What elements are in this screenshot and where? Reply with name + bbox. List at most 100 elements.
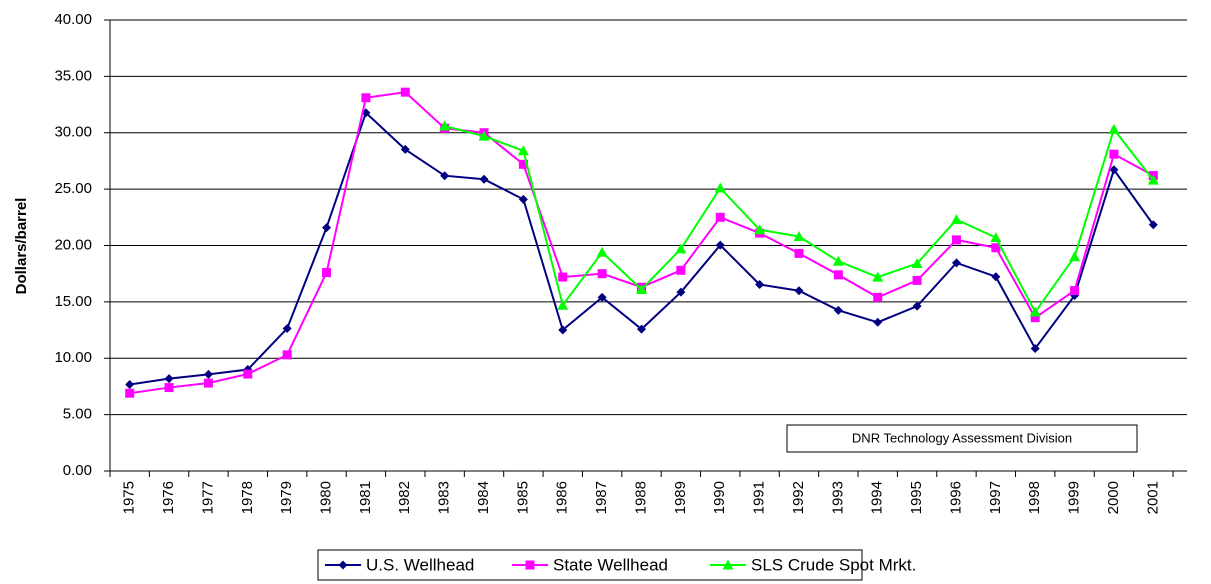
marker: [636, 283, 647, 294]
y-tick-label: 35.00: [54, 67, 92, 84]
marker: [950, 214, 962, 225]
marker: [125, 380, 135, 390]
marker: [873, 292, 883, 302]
x-tick-label: 2001: [1144, 481, 1161, 514]
marker: [282, 323, 292, 333]
x-tick-label: 2000: [1105, 481, 1122, 514]
marker: [794, 286, 804, 296]
marker: [715, 212, 725, 222]
marker: [951, 258, 961, 268]
x-tick-label: 1979: [278, 481, 295, 514]
marker: [243, 369, 253, 379]
marker: [525, 560, 535, 570]
marker: [478, 130, 490, 141]
marker: [1109, 165, 1119, 175]
marker: [1030, 343, 1040, 353]
marker: [440, 171, 450, 181]
marker: [400, 87, 410, 97]
marker: [793, 230, 805, 241]
marker: [400, 144, 410, 154]
marker: [596, 246, 608, 257]
x-tick-label: 1980: [318, 481, 335, 514]
marker: [1029, 306, 1041, 317]
marker: [518, 194, 528, 204]
y-tick-label: 15.00: [54, 293, 92, 310]
marker: [912, 301, 922, 311]
marker: [338, 560, 348, 570]
x-tick-label: 1987: [593, 481, 610, 514]
x-tick-label: 1982: [396, 481, 413, 514]
y-tick-label: 5.00: [63, 406, 92, 423]
annotation-box: [786, 424, 1138, 453]
marker: [676, 287, 686, 297]
marker: [833, 270, 843, 280]
x-tick-label: 1976: [160, 481, 177, 514]
x-tick-label: 1975: [121, 481, 138, 514]
series-line: [129, 91, 1154, 395]
marker: [1069, 251, 1081, 262]
marker: [755, 280, 765, 290]
annotation: DNR Technology Assessment Division: [852, 430, 1072, 445]
marker: [873, 317, 883, 327]
x-tick-label: 1993: [829, 481, 846, 514]
x-tick-label: 1999: [1066, 481, 1083, 514]
marker: [1070, 286, 1080, 296]
marker: [1148, 220, 1158, 230]
marker: [322, 268, 332, 278]
marker: [164, 374, 174, 384]
marker: [990, 232, 1002, 243]
marker: [715, 240, 725, 250]
marker: [557, 299, 569, 310]
marker: [676, 265, 686, 275]
y-tick-label: 40.00: [54, 11, 92, 28]
marker: [282, 350, 292, 360]
marker: [1030, 313, 1040, 323]
x-tick-label: 1998: [1026, 481, 1043, 514]
y-tick-label: 25.00: [54, 180, 92, 197]
x-tick-label: 1978: [239, 481, 256, 514]
marker: [1108, 123, 1120, 134]
marker: [597, 292, 607, 302]
x-tick-label: 1995: [908, 481, 925, 514]
x-tick-label: 1981: [357, 481, 374, 514]
marker: [203, 369, 213, 379]
marker: [675, 243, 687, 254]
marker: [991, 272, 1001, 282]
marker: [1147, 174, 1159, 185]
x-tick-label: 1988: [632, 481, 649, 514]
x-tick-label: 1990: [711, 481, 728, 514]
x-tick-label: 1985: [514, 481, 531, 514]
marker: [322, 223, 332, 233]
marker: [125, 388, 135, 398]
marker: [479, 174, 489, 184]
marker: [951, 235, 961, 245]
legend-box: [317, 549, 863, 581]
legend-label: State Wellhead: [553, 555, 668, 574]
marker: [794, 248, 804, 258]
x-tick-label: 1992: [790, 481, 807, 514]
x-tick-label: 1997: [987, 481, 1004, 514]
marker: [558, 325, 568, 335]
y-axis-label: Dollars/barrel: [13, 198, 30, 295]
x-tick-label: 1986: [554, 481, 571, 514]
marker: [832, 255, 844, 266]
legend-label: SLS Crude Spot Mrkt.: [751, 555, 916, 574]
marker: [911, 258, 923, 269]
marker: [597, 269, 607, 279]
marker: [991, 243, 1001, 253]
x-tick-label: 1989: [672, 481, 689, 514]
marker: [1109, 149, 1119, 159]
marker: [203, 378, 213, 388]
marker: [517, 145, 529, 156]
series-line: [444, 125, 1155, 314]
y-tick-label: 10.00: [54, 349, 92, 366]
x-tick-label: 1994: [869, 481, 886, 514]
marker: [722, 559, 734, 570]
x-tick-label: 1983: [436, 481, 453, 514]
marker: [714, 182, 726, 193]
marker: [518, 159, 528, 169]
marker: [872, 271, 884, 282]
marker: [912, 275, 922, 285]
x-tick-label: 1996: [947, 481, 964, 514]
